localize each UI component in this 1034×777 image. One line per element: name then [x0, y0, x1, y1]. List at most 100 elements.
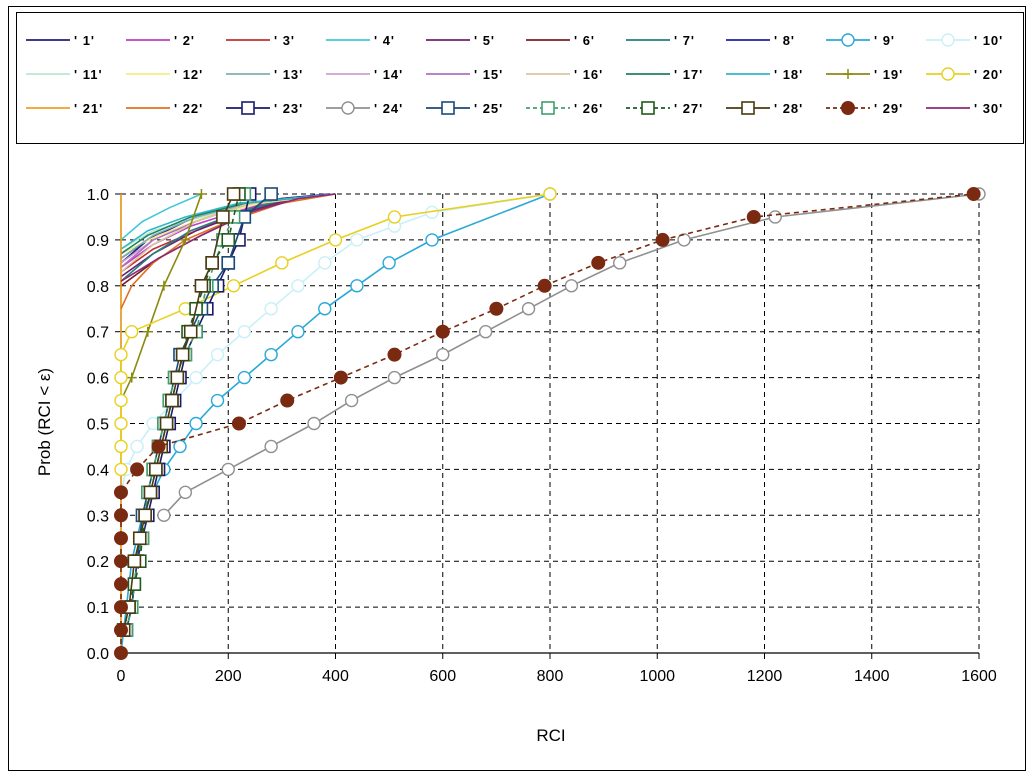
y-tick-label: 1.0 — [87, 187, 109, 204]
legend-label: ' 10' — [974, 33, 1003, 48]
data-point — [142, 326, 153, 337]
legend-swatch-marker — [843, 69, 853, 79]
series-line — [120, 193, 203, 401]
legend-label: ' 7' — [674, 33, 695, 48]
data-point — [189, 416, 203, 431]
data-point — [143, 485, 158, 500]
data-point — [114, 554, 128, 569]
x-tick-label: 400 — [322, 668, 349, 685]
x-tick-label: 600 — [429, 668, 456, 685]
data-point — [114, 439, 128, 454]
series-line — [120, 193, 331, 259]
legend: ' 1' ' 2' ' 3' ' 4' ' 5' ' 6' ' 7' ' 8' ' 9' ' 10… — [26, 33, 1003, 116]
legend-entry-9: ' 9' — [826, 33, 895, 48]
legend-label: ' 16' — [574, 67, 603, 82]
legend-label: ' 29' — [874, 101, 903, 116]
data-point — [114, 462, 128, 477]
data-point — [478, 325, 493, 339]
data-point — [350, 279, 364, 293]
data-point — [127, 577, 142, 591]
legend-entry-14: ' 14' — [326, 67, 402, 82]
y-tick-label: 0.4 — [87, 462, 109, 479]
data-point — [216, 210, 230, 224]
x-axis-title: RCI — [536, 726, 565, 745]
legend-entry-20: ' 20' — [926, 67, 1002, 82]
data-point — [318, 302, 332, 316]
y-tick-label: 0.1 — [87, 600, 109, 617]
data-point — [387, 370, 402, 385]
data-point — [114, 393, 128, 408]
legend-label: ' 27' — [674, 101, 703, 116]
legend-label: ' 3' — [274, 33, 295, 48]
data-point — [114, 416, 128, 431]
data-point — [125, 325, 139, 339]
data-point — [226, 187, 241, 201]
legend-swatch-marker — [741, 101, 755, 115]
data-point — [194, 278, 209, 293]
legend-entry-18: ' 18' — [726, 67, 803, 82]
legend-swatch-marker — [841, 101, 855, 115]
legend-swatch-marker — [641, 101, 655, 115]
legend-label: ' 12' — [174, 67, 203, 82]
y-axis-title: Prob (RCI < ε) — [35, 368, 54, 476]
data-point — [387, 210, 402, 224]
data-point — [613, 256, 627, 270]
data-point — [307, 416, 321, 431]
data-point — [165, 393, 179, 408]
legend-label: ' 11' — [74, 67, 103, 82]
legend-label: ' 15' — [474, 67, 503, 82]
data-point — [264, 347, 278, 362]
legend-entry-26: ' 26' — [526, 101, 603, 116]
series-4 — [120, 193, 202, 241]
data-point — [318, 256, 332, 270]
legend-label: ' 8' — [774, 33, 795, 48]
legend-entry-30: ' 30' — [926, 101, 1002, 116]
legend-label: ' 26' — [574, 101, 603, 116]
y-tick-label: 0.0 — [87, 646, 109, 663]
legend-label: ' 25' — [474, 101, 503, 116]
grid — [121, 193, 980, 653]
x-tick-label: 800 — [537, 668, 564, 685]
legend-entry-2: ' 2' — [126, 33, 194, 48]
data-point — [114, 600, 128, 615]
y-tick-label: 0.8 — [87, 279, 109, 296]
legend-label: ' 17' — [674, 67, 703, 82]
data-point — [158, 280, 169, 291]
data-point — [175, 347, 190, 362]
data-point — [149, 462, 163, 477]
data-point — [221, 233, 236, 247]
legend-entry-3: ' 3' — [226, 33, 295, 48]
legend-entry-7: ' 7' — [626, 33, 695, 48]
data-point — [350, 233, 364, 247]
y-tick-label: 0.6 — [87, 371, 109, 388]
legend-label: ' 6' — [574, 33, 595, 48]
legend-swatch-marker — [241, 101, 255, 115]
legend-entry-15: ' 15' — [426, 67, 503, 82]
data-point — [543, 187, 557, 201]
legend-label: ' 9' — [874, 33, 895, 48]
legend-label: ' 19' — [874, 67, 903, 82]
y-tick-label: 0.3 — [87, 508, 109, 525]
data-point — [966, 187, 981, 201]
legend-entry-27: ' 27' — [626, 101, 703, 116]
series-line — [120, 193, 974, 653]
data-point — [768, 210, 782, 224]
data-point — [114, 370, 128, 385]
data-point — [189, 370, 203, 385]
data-point — [130, 462, 145, 477]
data-point — [264, 187, 278, 201]
data-point — [489, 301, 504, 316]
series-layer — [114, 187, 986, 660]
data-point — [138, 508, 152, 523]
legend-entry-4: ' 4' — [326, 33, 394, 48]
legend-swatch-marker — [941, 67, 955, 81]
data-point — [221, 256, 236, 270]
legend-entry-21: ' 21' — [26, 101, 102, 116]
data-point — [157, 508, 171, 522]
legend-label: ' 24' — [374, 101, 403, 116]
legend-label: ' 18' — [774, 67, 803, 82]
data-point — [114, 623, 128, 638]
data-point — [425, 233, 439, 247]
y-tick-label: 0.5 — [87, 417, 109, 434]
data-point — [221, 462, 235, 477]
